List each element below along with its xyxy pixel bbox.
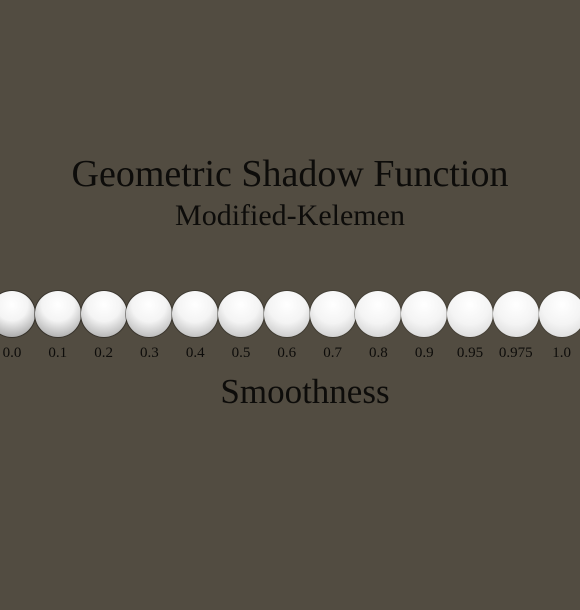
sphere-sample: 0.2: [80, 291, 127, 363]
sphere-render: [401, 291, 448, 337]
sphere-sample: 1.0: [538, 291, 580, 363]
page-title: Geometric Shadow Function: [71, 153, 509, 195]
sphere-render: [80, 291, 127, 337]
sphere-label: 0.0: [2, 345, 22, 361]
page-subtitle: Modified-Kelemen: [175, 199, 405, 232]
sphere-sample: 0.4: [172, 291, 219, 363]
sphere-render: [309, 291, 356, 337]
sphere-label: 0.95: [456, 345, 484, 361]
sphere-label: 0.5: [231, 345, 251, 361]
sphere-label: 0.9: [414, 345, 434, 361]
sphere-label: 0.8: [369, 345, 388, 361]
sphere-sample: 0.8: [355, 291, 402, 363]
sphere-sample: 0.0: [0, 291, 35, 363]
sphere-label: 0.1: [48, 345, 68, 361]
sphere-render: [218, 291, 264, 337]
sphere-render: [172, 291, 219, 337]
sphere-sample: 0.975: [492, 291, 539, 363]
sphere-render: [263, 291, 310, 337]
sphere-render: [126, 291, 173, 337]
sphere-sample: 0.9: [401, 291, 448, 363]
sphere-render: [34, 291, 81, 337]
sphere-render: [538, 291, 580, 337]
sphere-sample: 0.1: [34, 291, 81, 363]
sphere-sample: 0.5: [218, 291, 264, 363]
sphere-render: [447, 291, 493, 337]
sphere-label: 0.2: [94, 345, 113, 361]
axis-title: Smoothness: [220, 372, 390, 411]
sphere-render: [492, 291, 539, 337]
sphere-label: 0.975: [498, 345, 533, 361]
sphere-label: 0.3: [140, 345, 159, 361]
sphere-sample: 0.95: [447, 291, 493, 363]
sphere-sample: 0.7: [309, 291, 356, 363]
sphere-render: [355, 291, 402, 337]
sphere-sample: 0.6: [263, 291, 310, 363]
sphere-label: 0.6: [277, 345, 297, 361]
sphere-label: 0.7: [323, 345, 342, 361]
sphere-label: 1.0: [552, 345, 571, 361]
sphere-label: 0.4: [185, 345, 205, 361]
sphere-sample: 0.3: [126, 291, 173, 363]
sphere-render: [0, 291, 35, 337]
